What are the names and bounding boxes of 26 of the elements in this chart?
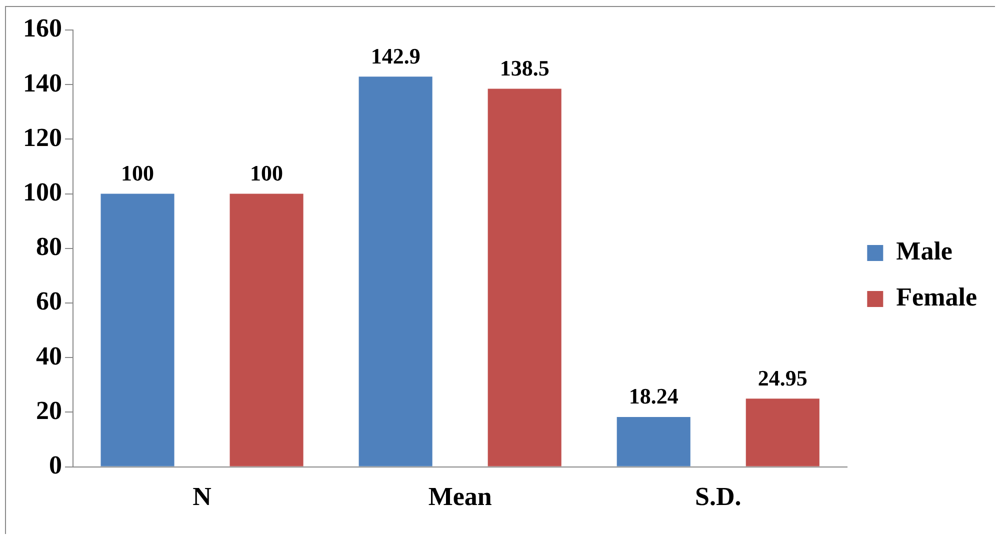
x-tick-label: N xyxy=(192,482,212,512)
bar xyxy=(616,417,690,466)
y-tick-label: 60 xyxy=(36,286,62,316)
bar xyxy=(488,88,562,466)
bar xyxy=(100,194,174,466)
y-tick-label: 20 xyxy=(36,396,62,425)
y-tick-label: 120 xyxy=(23,122,62,152)
data-label: 24.95 xyxy=(758,365,808,390)
data-label: 142.9 xyxy=(370,43,420,68)
bar xyxy=(358,76,432,466)
legend-label: Male xyxy=(896,236,952,266)
data-label: 138.5 xyxy=(500,55,550,80)
legend-label: Female xyxy=(896,282,977,312)
data-label: 18.24 xyxy=(628,384,678,409)
y-tick-label: 100 xyxy=(23,178,62,207)
x-tick-label: Mean xyxy=(428,482,492,512)
y-tick-label: 80 xyxy=(36,232,62,262)
data-label: 100 xyxy=(121,160,154,186)
bar xyxy=(230,194,304,466)
x-tick-label: S.D. xyxy=(695,482,742,512)
bar xyxy=(746,398,820,466)
data-label: 100 xyxy=(250,160,284,186)
y-tick-label: 140 xyxy=(23,68,62,98)
y-tick-label: 40 xyxy=(36,341,62,370)
y-tick-label: 160 xyxy=(23,14,62,43)
y-tick-label: 0 xyxy=(49,450,62,480)
